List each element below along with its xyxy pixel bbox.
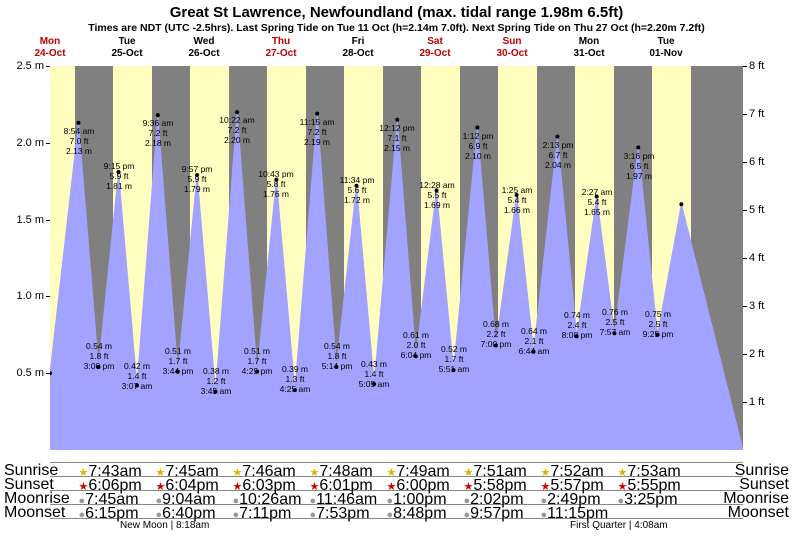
day-date: 26-Oct: [166, 48, 243, 59]
y-tick-left: 1.0 m: [4, 290, 44, 302]
day-header: Tue: [89, 36, 166, 47]
moon-phase: New Moon | 8:18am: [120, 520, 209, 531]
y-tick-left: 2.0 m: [4, 137, 44, 149]
y-tick-right: 6 ft: [749, 156, 789, 168]
day-header: Sun: [474, 36, 551, 47]
day-date: 01-Nov: [628, 48, 705, 59]
y-tick-right: 8 ft: [749, 60, 789, 72]
y-tick-left: 2.5 m: [4, 60, 44, 72]
chart-subtitle: Times are NDT (UTC -2.5hrs). Last Spring…: [0, 22, 793, 34]
y-tick-right: 2 ft: [749, 348, 789, 360]
day-header: Mon: [551, 36, 628, 47]
sun-moon-value: ●8:48pm: [387, 505, 447, 523]
day-date: 27-Oct: [243, 48, 320, 59]
moon-phase: First Quarter | 4:08am: [570, 520, 668, 531]
day-date: 30-Oct: [474, 48, 551, 59]
y-tick-left: 0.5 m: [4, 367, 44, 379]
day-header: Mon: [12, 36, 89, 47]
day-date: 29-Oct: [397, 48, 474, 59]
tide-curve: [50, 66, 743, 450]
sun-moon-value: ●9:57pm: [464, 505, 524, 523]
y-tick-right: 3 ft: [749, 300, 789, 312]
day-date: 25-Oct: [89, 48, 166, 59]
y-tick-left: 1.5 m: [4, 214, 44, 226]
row-label-right: Moonset: [728, 504, 789, 522]
day-header: Wed: [166, 36, 243, 47]
y-tick-right: 1 ft: [749, 396, 789, 408]
sun-moon-value: ●3:25pm: [618, 491, 678, 509]
day-header: Fri: [320, 36, 397, 47]
day-date: 31-Oct: [551, 48, 628, 59]
y-tick-right: 4 ft: [749, 252, 789, 264]
plot-area: 8:54 am7.0 ft2.13 m0.54 m1.8 ft3:00 pm9:…: [50, 66, 743, 450]
y-tick-right: 5 ft: [749, 204, 789, 216]
sun-moon-value: ●7:11pm: [233, 505, 292, 523]
day-header: Tue: [628, 36, 705, 47]
sun-moon-value: ●7:53pm: [310, 505, 370, 523]
chart-title: Great St Lawrence, Newfoundland (max. ti…: [0, 4, 793, 21]
day-date: 24-Oct: [12, 48, 89, 59]
day-header: Sat: [397, 36, 474, 47]
y-tick-right: 7 ft: [749, 108, 789, 120]
row-label: Moonset: [4, 504, 65, 522]
day-date: 28-Oct: [320, 48, 397, 59]
day-header: Thu: [243, 36, 320, 47]
